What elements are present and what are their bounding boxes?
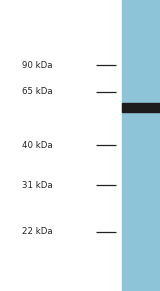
- Bar: [122, 102, 160, 111]
- Text: 22 kDa: 22 kDa: [22, 228, 53, 237]
- Bar: [122, 0, 160, 291]
- Text: 40 kDa: 40 kDa: [22, 141, 53, 150]
- Text: 65 kDa: 65 kDa: [22, 88, 53, 97]
- Text: 31 kDa: 31 kDa: [22, 180, 53, 189]
- Text: 90 kDa: 90 kDa: [22, 61, 52, 70]
